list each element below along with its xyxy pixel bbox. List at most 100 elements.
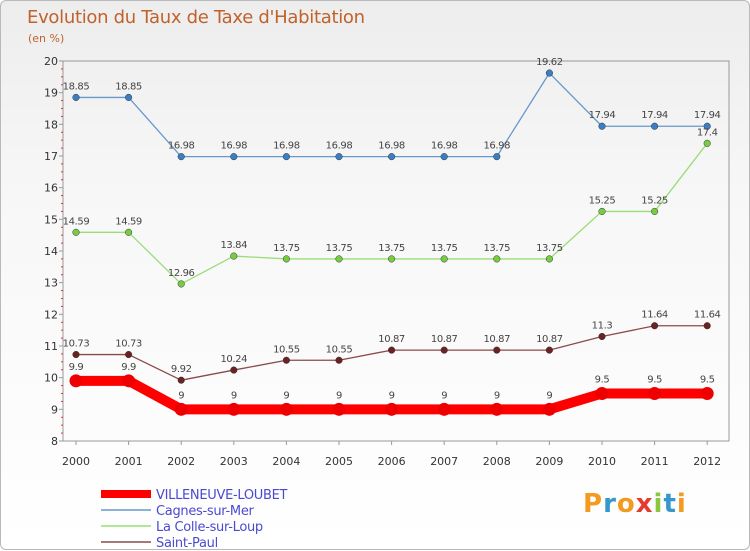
data-point xyxy=(279,402,293,416)
data-point xyxy=(177,376,185,384)
y-minor-tick xyxy=(61,100,63,102)
data-point xyxy=(440,255,448,263)
y-minor-tick xyxy=(61,147,63,149)
x-tick-label: 2005 xyxy=(325,455,353,468)
chart-subtitle: (en %) xyxy=(28,32,65,45)
logo-letter: x xyxy=(635,489,654,519)
legend-label: VILLENEUVE-LOUBET xyxy=(156,488,288,503)
data-label: 9 xyxy=(178,390,184,401)
data-point xyxy=(651,122,659,130)
data-label: 19.62 xyxy=(536,57,563,68)
data-label: 9 xyxy=(231,390,237,401)
y-minor-tick xyxy=(61,226,63,228)
y-minor-tick xyxy=(61,369,63,371)
data-label: 13.84 xyxy=(220,240,247,251)
data-point xyxy=(72,351,80,359)
y-minor-tick xyxy=(61,393,63,394)
data-point xyxy=(72,93,80,101)
data-point xyxy=(440,153,448,161)
data-point xyxy=(335,356,343,364)
y-tick-label: 15 xyxy=(44,213,58,226)
data-point xyxy=(545,255,553,263)
data-point xyxy=(230,252,238,260)
data-label: 13.75 xyxy=(378,243,405,254)
logo-letter: r xyxy=(603,489,617,519)
data-point xyxy=(598,122,606,130)
y-minor-tick xyxy=(61,242,63,244)
data-point xyxy=(703,322,711,330)
y-tick-label: 10 xyxy=(44,372,58,385)
chart-series: 18.85 18.85 16.98 16.98 16.98 16.98 16.98 16.98… xyxy=(63,57,721,416)
y-tick-label: 9 xyxy=(51,403,58,416)
data-label: 9 xyxy=(283,390,289,401)
y-minor-tick xyxy=(61,234,63,236)
x-tick-label: 2008 xyxy=(483,455,511,468)
y-minor-tick xyxy=(61,203,63,204)
data-point xyxy=(227,402,241,416)
data-label: 10.87 xyxy=(431,334,458,345)
data-point xyxy=(335,153,343,161)
data-label: 9.9 xyxy=(121,362,136,373)
y-minor-tick xyxy=(61,432,63,434)
data-point xyxy=(545,69,553,77)
data-label: 16.98 xyxy=(378,141,405,152)
data-label: 9 xyxy=(441,390,447,401)
y-minor-tick xyxy=(61,329,63,331)
legend-label: Saint-Paul xyxy=(156,536,218,551)
y-minor-tick xyxy=(61,337,63,339)
data-label: 13.75 xyxy=(483,243,510,254)
data-label: 15.25 xyxy=(641,195,668,206)
series-cagnes-sur-mer: 18.85 18.85 16.98 16.98 16.98 16.98 16.98 16.98… xyxy=(63,57,721,161)
legend-label: La Colle-sur-Loup xyxy=(156,520,263,535)
x-tick-label: 2009 xyxy=(535,455,563,468)
data-point xyxy=(648,387,662,400)
data-point xyxy=(282,153,290,161)
data-point xyxy=(177,153,185,161)
legend-label: Cagnes-sur-Mer xyxy=(156,504,255,519)
data-label: 17.94 xyxy=(694,110,721,121)
y-minor-tick xyxy=(61,305,63,307)
data-point xyxy=(177,280,185,288)
y-tick-label: 19 xyxy=(44,87,58,100)
data-label: 9 xyxy=(494,390,500,401)
x-tick-label: 2001 xyxy=(115,455,143,468)
y-minor-tick xyxy=(61,115,63,117)
series-saint-paul: 10.73 10.73 9.92 10.24 10.55 10.55 10.87 10.87 1… xyxy=(63,310,721,384)
data-point xyxy=(282,356,290,364)
y-minor-tick xyxy=(61,68,63,70)
data-point xyxy=(174,402,188,416)
chart-title: Evolution du Taux de Taxe d'Habitation xyxy=(27,7,365,28)
y-tick-label: 8 xyxy=(51,435,58,448)
data-point xyxy=(440,346,448,354)
data-point xyxy=(332,402,346,416)
data-point xyxy=(230,366,238,374)
data-label: 9.92 xyxy=(171,364,192,375)
data-point xyxy=(703,139,711,147)
y-minor-tick xyxy=(61,139,63,141)
x-tick-label: 2004 xyxy=(272,455,300,468)
y-minor-tick xyxy=(61,108,63,109)
data-label: 18.85 xyxy=(63,81,90,92)
series-la-colle-sur-loup: 14.59 14.59 12.96 13.84 13.75 13.75 13.75 13.75… xyxy=(63,127,718,288)
x-tick-label: 2006 xyxy=(378,455,406,468)
y-tick-label: 13 xyxy=(44,277,58,290)
y-minor-tick xyxy=(61,298,63,299)
data-label: 10.87 xyxy=(378,334,405,345)
data-label: 11.64 xyxy=(641,310,668,321)
logo-letter: P xyxy=(583,489,604,519)
series-villeneuve-loubet: 9.9 9.9 9 9 9 9 9 9 9 9 9.5 9.5 9.5 xyxy=(69,362,715,416)
y-minor-tick xyxy=(61,171,63,173)
data-point xyxy=(125,228,133,236)
data-point xyxy=(122,374,136,388)
logo-letter: o xyxy=(616,489,636,519)
y-minor-tick xyxy=(61,400,63,402)
data-point xyxy=(230,153,238,161)
data-label: 11.64 xyxy=(694,310,721,321)
data-label: 16.98 xyxy=(168,141,195,152)
y-tick-label: 17 xyxy=(44,150,58,163)
data-label: 18.85 xyxy=(115,81,142,92)
y-minor-tick xyxy=(61,163,63,165)
data-point xyxy=(69,374,83,388)
